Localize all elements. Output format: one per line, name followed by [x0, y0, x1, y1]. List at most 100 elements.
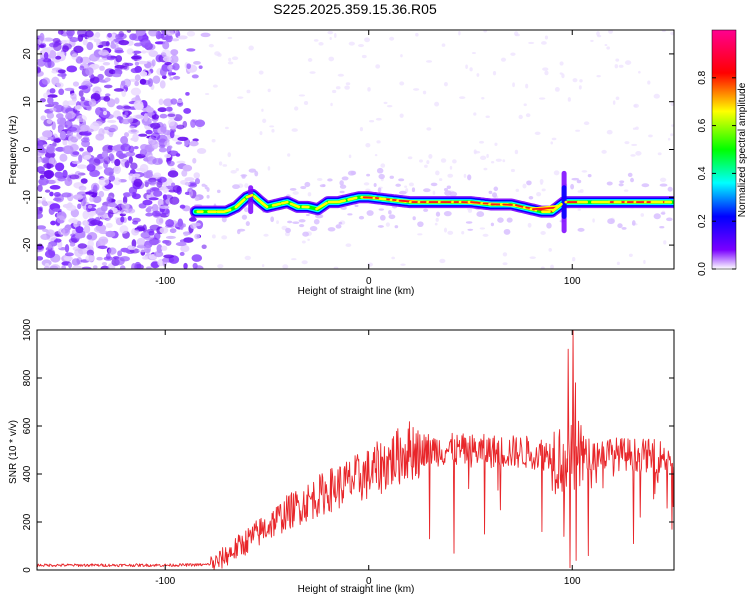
noise-blob: [62, 228, 69, 236]
noise-blob: [367, 87, 370, 91]
noise-blob: [88, 205, 93, 209]
noise-blob: [58, 69, 66, 73]
y-tick-label: 800: [22, 369, 33, 386]
noise-blob: [342, 176, 349, 180]
signal-yellow: [273, 204, 280, 206]
noise-blob: [507, 218, 513, 223]
noise-blob: [228, 37, 233, 39]
noise-blob: [548, 248, 552, 252]
noise-blob: [138, 134, 147, 137]
noise-blob: [304, 101, 308, 105]
noise-blob: [34, 157, 42, 163]
noise-blob: [79, 186, 87, 191]
noise-blob: [95, 133, 104, 140]
noise-blob: [469, 67, 472, 71]
noise-blob: [268, 166, 271, 171]
noise-blob: [162, 258, 170, 262]
noise-blob: [121, 209, 129, 215]
noise-blob: [98, 236, 108, 245]
noise-blob: [176, 153, 181, 157]
colorbar-tick-label: 0.4: [697, 166, 708, 180]
noise-blob: [93, 184, 98, 192]
noise-blob: [186, 63, 191, 69]
noise-blob: [217, 264, 223, 268]
noise-blob: [44, 52, 49, 59]
noise-blob: [619, 180, 624, 183]
noise-blob: [80, 96, 85, 101]
noise-blob: [148, 180, 157, 185]
noise-blob: [110, 44, 119, 49]
noise-blob: [428, 154, 432, 159]
noise-blob: [444, 190, 451, 196]
noise-blob: [426, 60, 432, 63]
noise-blob: [431, 183, 438, 187]
noise-blob: [83, 39, 88, 45]
noise-blob: [530, 256, 536, 259]
noise-blob: [617, 262, 620, 265]
noise-blob: [146, 107, 154, 113]
noise-blob: [180, 205, 186, 209]
noise-blob: [423, 91, 426, 95]
noise-blob: [526, 113, 531, 117]
noise-blob: [130, 137, 138, 141]
noise-blob: [159, 148, 167, 153]
noise-blob: [668, 138, 671, 141]
noise-blob: [502, 159, 505, 162]
noise-blob: [87, 240, 93, 248]
noise-blob: [248, 46, 253, 51]
noise-blob: [190, 223, 197, 229]
noise-blob: [40, 115, 46, 120]
noise-blob: [98, 45, 104, 48]
noise-blob: [380, 163, 385, 167]
noise-blob: [89, 158, 94, 166]
noise-blob: [120, 144, 130, 152]
noise-blob: [409, 182, 414, 186]
noise-blob: [395, 184, 401, 187]
noise-blob: [87, 146, 93, 153]
noise-blob: [47, 97, 54, 105]
noise-blob: [579, 79, 582, 82]
noise-blob: [56, 215, 65, 223]
noise-blob: [35, 200, 42, 204]
noise-blob: [103, 111, 107, 116]
noise-blob: [193, 263, 198, 269]
noise-blob: [65, 244, 69, 252]
noise-blob: [72, 258, 80, 266]
noise-blob: [42, 202, 48, 206]
noise-blob: [246, 221, 250, 226]
noise-blob: [124, 112, 128, 115]
noise-blob: [141, 50, 146, 53]
noise-blob: [193, 172, 200, 178]
signal-red: [503, 204, 513, 205]
noise-blob: [399, 191, 407, 195]
noise-blob: [134, 179, 143, 187]
noise-blob: [221, 235, 227, 239]
noise-blob: [114, 50, 124, 54]
noise-blob: [116, 105, 123, 109]
noise-blob: [464, 174, 467, 178]
noise-blob: [106, 223, 113, 228]
noise-blob: [42, 77, 50, 84]
signal-yellow: [282, 202, 287, 203]
noise-blob: [245, 256, 251, 260]
noise-blob: [447, 186, 451, 189]
noise-blob: [103, 96, 110, 102]
noise-blob: [242, 215, 247, 220]
noise-blob: [268, 89, 271, 93]
noise-blob: [308, 192, 312, 196]
noise-blob: [34, 140, 43, 147]
noise-blob: [269, 125, 274, 127]
noise-blob: [291, 258, 296, 260]
noise-blob: [185, 177, 195, 181]
noise-blob: [39, 44, 45, 48]
noise-blob: [465, 65, 468, 69]
noise-blob: [85, 255, 94, 262]
noise-blob: [129, 173, 136, 181]
noise-blob: [485, 116, 489, 119]
noise-blob: [154, 251, 163, 257]
colorbar-tick-label: 0.2: [697, 214, 708, 228]
y-tick-label: 1000: [22, 318, 33, 341]
noise-blob: [51, 77, 59, 86]
